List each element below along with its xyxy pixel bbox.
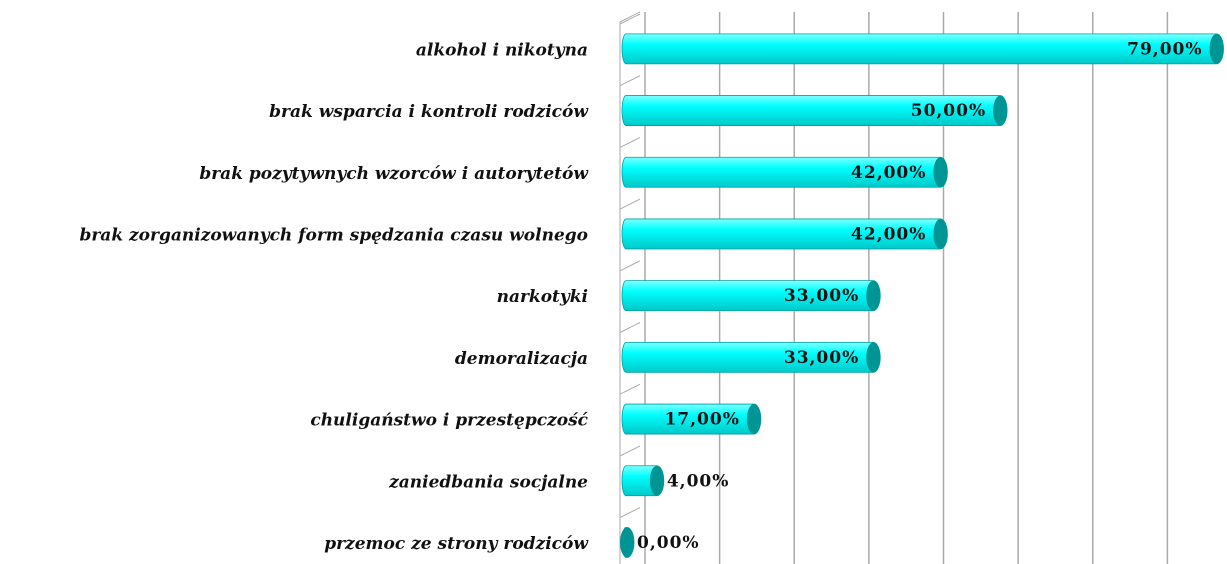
wall-separator xyxy=(619,260,641,272)
bar-cap xyxy=(620,527,634,558)
bar-cap xyxy=(746,404,761,435)
wall-separator xyxy=(619,13,641,25)
bar-cap xyxy=(993,95,1008,126)
wall-separator xyxy=(619,136,641,148)
bar-cap xyxy=(1209,33,1224,64)
wall-separator xyxy=(619,322,641,333)
category-label: zaniedbania socjalne xyxy=(388,472,588,492)
bar xyxy=(621,280,881,312)
bar xyxy=(621,341,881,373)
category-label: narkotyki xyxy=(497,287,588,307)
wall-separator xyxy=(619,507,641,519)
value-label: 42,00% xyxy=(851,224,926,244)
wall-separator xyxy=(619,383,641,395)
value-label: 33,00% xyxy=(784,348,859,368)
value-label: 0,00% xyxy=(637,533,700,553)
category-label: chuligaństwo i przestępczość xyxy=(310,411,588,431)
category-label: alkohol i nikotyna xyxy=(416,40,588,60)
wall-edge xyxy=(619,11,641,23)
category-label: brak zorganizowanych form spędzania czas… xyxy=(79,225,588,245)
value-label: 50,00% xyxy=(911,101,986,121)
value-label: 42,00% xyxy=(851,163,926,183)
value-label: 4,00% xyxy=(667,471,730,491)
bar-cap xyxy=(933,157,948,188)
bar-cap xyxy=(649,465,664,496)
bar-cap xyxy=(866,342,881,373)
value-label: 79,00% xyxy=(1127,39,1202,59)
wall-separator xyxy=(619,75,641,87)
bar xyxy=(621,33,1224,65)
bar xyxy=(621,95,1008,126)
bar-cap xyxy=(933,218,948,249)
wall-separator xyxy=(619,198,641,210)
category-label: demoralizacja xyxy=(455,349,588,369)
category-label: brak wsparcia i kontroli rodziców xyxy=(269,102,589,122)
category-label: brak pozytywnych wzorców i autorytetów xyxy=(199,164,589,184)
value-label: 33,00% xyxy=(784,286,859,306)
value-label: 17,00% xyxy=(664,410,739,430)
category-label: przemoc ze strony rodziców xyxy=(324,534,589,554)
wall-separator xyxy=(619,445,641,457)
bar-cap xyxy=(866,280,881,311)
bars: alkohol i nikotyna 79,00% brak wsparcia i … xyxy=(79,33,1224,558)
